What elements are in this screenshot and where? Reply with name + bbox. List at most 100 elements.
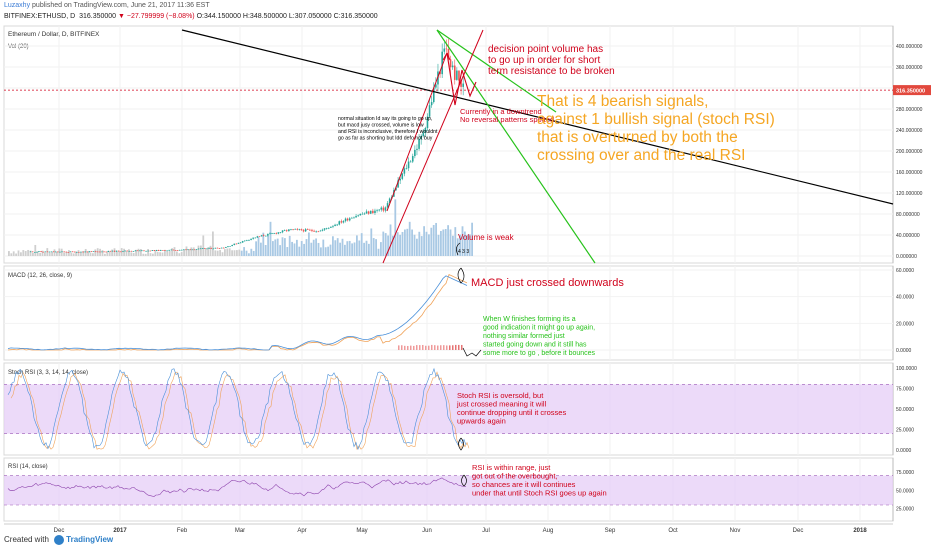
candle-body <box>336 224 338 226</box>
candle-body <box>153 250 156 251</box>
annotation-circle <box>461 474 467 487</box>
volume-bar <box>341 238 344 256</box>
candle-body <box>111 250 114 252</box>
candle-body <box>411 156 414 162</box>
macd-histogram-bar <box>455 344 457 350</box>
macd-histogram-bar <box>410 345 412 350</box>
volume-bar <box>214 250 217 256</box>
author-link[interactable]: Luzaxhy <box>4 2 31 9</box>
price-tick-label: 240.000000 <box>896 128 923 134</box>
volume-bar <box>288 235 291 256</box>
volume-bar <box>308 232 310 256</box>
time-tick-label: 2018 <box>853 528 867 534</box>
volume-bar <box>425 231 428 256</box>
candle-body <box>277 232 280 234</box>
candle-body <box>279 232 282 233</box>
candle-body <box>290 229 292 230</box>
volume-bar <box>29 250 32 256</box>
volume-bar <box>377 248 380 256</box>
price-tick-label: 80.000000 <box>896 212 920 218</box>
volume-bar <box>459 234 461 256</box>
candle-body <box>73 251 76 253</box>
time-tick-label: Mar <box>235 528 245 534</box>
volume-bar <box>128 249 130 256</box>
macd-tick-label: 40.0000 <box>896 295 914 301</box>
candle-body <box>149 250 152 252</box>
candle-body <box>306 229 309 230</box>
volume-bar <box>312 239 315 256</box>
symbol-label: BITFINEX:ETHUSD, D <box>4 13 76 20</box>
candle-body <box>94 251 97 253</box>
volume-bar <box>224 249 226 256</box>
candle-body <box>229 246 231 247</box>
macd-line <box>7 275 468 351</box>
rise-line-red <box>386 52 448 212</box>
candle-body <box>285 230 288 232</box>
volume-bar <box>200 245 202 256</box>
volume-bar <box>12 251 15 256</box>
volume-bar <box>216 250 219 256</box>
volume-bar <box>164 249 166 256</box>
price-tick-label: 0.000000 <box>896 254 917 260</box>
price-tick-label: 400.000000 <box>896 44 923 50</box>
candle-body <box>191 249 194 251</box>
annotation-w-pattern: started going down and it still has <box>483 342 587 349</box>
volume-bar <box>106 251 109 256</box>
macd-signal-line <box>7 273 468 351</box>
candle-body <box>355 215 357 218</box>
candle-body <box>367 211 370 214</box>
volume-bar <box>293 243 296 256</box>
volume-bar <box>161 252 164 256</box>
candle-body <box>113 250 116 252</box>
candle-body <box>248 239 250 241</box>
tradingview-brand-link[interactable]: TradingView <box>66 535 114 545</box>
candle-body <box>204 248 206 249</box>
volume-bar <box>228 248 231 256</box>
volume-bar <box>452 235 454 256</box>
volume-bar <box>226 248 229 256</box>
annotation-normal-situation: but macd jusy crossed, volume is low <box>338 123 424 129</box>
volume-bar <box>380 242 382 256</box>
annotation-decision-point: term resistance to be broken <box>488 66 615 77</box>
volume-bar <box>188 249 190 256</box>
volume-bar <box>183 249 185 256</box>
candle-body <box>193 249 196 251</box>
volume-bar <box>432 225 435 256</box>
volume-bar <box>372 238 375 256</box>
volume-bar <box>221 252 224 256</box>
volume-bar <box>147 249 149 256</box>
volume-bar <box>365 240 368 256</box>
candle-body <box>195 249 198 250</box>
macd-histogram-bar <box>428 345 430 350</box>
candle-body <box>180 249 183 251</box>
volume-value-label: 4 3 3 <box>458 249 469 255</box>
volume-bar <box>416 238 418 256</box>
stoch-tick-label: 75.0000 <box>896 387 914 393</box>
volume-bar <box>286 247 289 256</box>
volume-bar <box>152 253 154 256</box>
volume-bar <box>447 225 449 256</box>
candle-body <box>401 173 404 179</box>
candle-body <box>201 248 204 249</box>
volume-indicator-label: Vol (20) <box>8 44 29 50</box>
candle-body <box>31 251 34 253</box>
time-tick-label: Dec <box>793 528 804 534</box>
candle-body <box>449 59 452 68</box>
candle-body <box>176 250 179 251</box>
volume-bar <box>334 240 337 256</box>
volume-bar <box>442 229 445 256</box>
candle-body <box>296 228 299 230</box>
volume-bar <box>92 253 94 256</box>
volume-bar <box>236 250 238 256</box>
candle-body <box>84 251 86 253</box>
candle-body <box>75 251 78 253</box>
candle-body <box>178 249 181 251</box>
stoch-tick-label: 0.0000 <box>896 448 912 454</box>
annotation-stoch-oversold: upwards again <box>457 417 506 426</box>
candle-body <box>199 248 202 250</box>
candle-body <box>321 229 324 231</box>
candle-body <box>29 251 32 253</box>
volume-bar <box>60 248 63 256</box>
candle-body <box>323 228 326 230</box>
